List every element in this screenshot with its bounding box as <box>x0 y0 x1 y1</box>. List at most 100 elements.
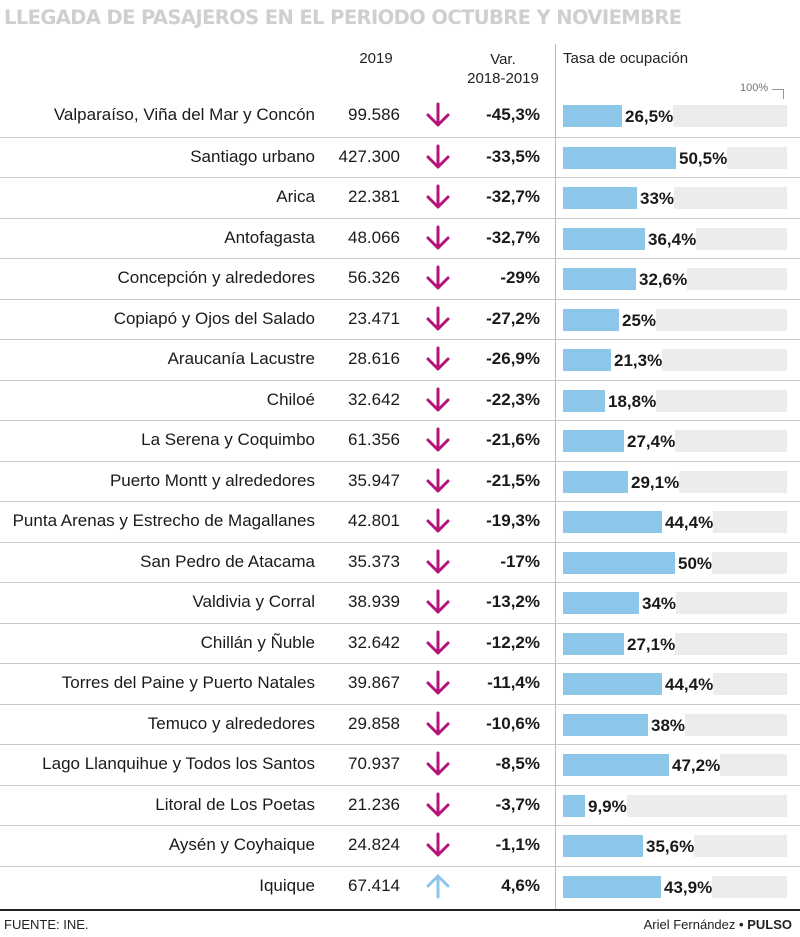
arrivals-value: 61.356 <box>348 430 400 449</box>
occupancy-bar <box>563 632 624 655</box>
arrow-down-icon <box>426 265 450 290</box>
occupancy-bar <box>563 430 624 452</box>
arrow-down-icon <box>426 832 450 857</box>
occupancy-bar <box>563 105 622 127</box>
occupancy-bar-track: 43,9% <box>563 875 787 898</box>
table-row: Copiapó y Ojos del Salado 23.471 -27,2% 25% <box>0 298 800 340</box>
table-row: Antofagasta 48.066 -32,7% 36,4% <box>0 217 800 259</box>
table-row: Chiloé 32.642 -22,3% 18,8% <box>0 379 800 421</box>
column-header-2019: 2019 <box>359 50 393 67</box>
occupancy-bar <box>563 592 639 614</box>
occupancy-label: 25% <box>619 308 657 331</box>
occupancy-label: 43,9% <box>661 875 713 898</box>
region-label: Litoral de Los Poetas <box>155 794 315 814</box>
occupancy-bar <box>563 227 645 250</box>
variation-value: -10,6% <box>486 713 540 733</box>
occupancy-bar-track: 34% <box>563 592 787 614</box>
region-label: Puerto Montt y alrededores <box>109 470 315 490</box>
arrow-up-icon <box>426 874 450 898</box>
occupancy-label: 34% <box>639 592 677 614</box>
occupancy-label: 21,3% <box>611 349 663 371</box>
arrivals-value: 99.586 <box>348 105 400 124</box>
column-header-var-label: Var. <box>490 51 516 68</box>
arrow-down-icon <box>426 549 450 573</box>
column-header-occupancy: Tasa de ocupación <box>563 50 689 67</box>
occupancy-bar <box>563 794 585 817</box>
occupancy-bar-track: 18,8% <box>563 389 787 412</box>
occupancy-bar-track: 29,1% <box>563 470 787 493</box>
occupancy-bar-track: 38% <box>563 713 787 736</box>
occupancy-bar <box>563 146 676 169</box>
variation-value: -21,5% <box>486 470 540 490</box>
occupancy-bar-track: 26,5% <box>563 105 787 127</box>
occupancy-bar <box>563 713 648 736</box>
variation-value: -21,6% <box>486 430 540 449</box>
region-label: Copiapó y Ojos del Salado <box>113 308 315 328</box>
occupancy-bar-track: 9,9% <box>563 794 787 817</box>
table-row: Santiago urbano 427.300 -33,5% 50,5% <box>0 136 800 178</box>
occupancy-bar-track: 44,4% <box>563 511 787 533</box>
occupancy-label: 47,2% <box>669 754 721 776</box>
region-label: San Pedro de Atacama <box>140 551 315 571</box>
arrow-down-icon <box>426 144 450 168</box>
region-label: Santiago urbano <box>190 146 315 166</box>
table-row: Torres del Paine y Puerto Natales 39.867 -… <box>0 663 800 704</box>
arrow-down-icon <box>426 225 450 249</box>
footer-rule <box>0 909 800 911</box>
variation-value: -32,7% <box>486 227 540 247</box>
occupancy-label: 27,1% <box>624 632 676 655</box>
arrow-down-icon <box>426 387 450 411</box>
arrow-down-icon <box>426 751 450 776</box>
occupancy-label: 32,6% <box>636 268 688 290</box>
region-label: Chillán y Ñuble <box>200 632 315 652</box>
region-label: Valparaíso, Viña del Mar y Concón <box>53 105 315 124</box>
region-label: Punta Arenas y Estrecho de Magallanes <box>12 511 315 530</box>
occupancy-label: 44,4% <box>662 511 714 533</box>
occupancy-label: 36,4% <box>645 227 697 250</box>
arrow-down-icon <box>426 792 450 816</box>
arrivals-value: 32.642 <box>348 632 400 652</box>
table-row: Concepción y alrededores 56.326 -29% 32,6% <box>0 258 800 299</box>
table-row: Araucanía Lacustre 28.616 -26,9% 21,3% <box>0 339 800 380</box>
table-row: Valdivia y Corral 38.939 -13,2% 34% <box>0 582 800 623</box>
outlet-name: PULSO <box>747 917 792 932</box>
arrivals-value: 23.471 <box>348 308 400 328</box>
arrivals-value: 24.824 <box>348 835 400 854</box>
occupancy-label: 26,5% <box>622 105 674 127</box>
arrivals-value: 35.947 <box>348 470 400 490</box>
arrivals-value: 32.642 <box>348 389 400 409</box>
region-label: Valdivia y Corral <box>192 592 315 611</box>
occupancy-bar <box>563 673 662 695</box>
arrow-down-icon <box>426 102 450 127</box>
arrow-down-icon <box>426 184 450 209</box>
variation-value: -27,2% <box>486 308 540 328</box>
occupancy-bar-track: 32,6% <box>563 268 787 290</box>
region-label: Chiloé <box>266 389 315 409</box>
table-row: Punta Arenas y Estrecho de Magallanes 42.… <box>0 501 800 542</box>
table-row: Aysén y Coyhaique 24.824 -1,1% 35,6% <box>0 825 800 866</box>
variation-value: -1,1% <box>495 835 540 854</box>
variation-value: -32,7% <box>486 187 540 206</box>
occupancy-bar-track: 33% <box>563 187 787 209</box>
occupancy-label: 50% <box>675 551 713 574</box>
table-row: Litoral de Los Poetas 21.236 -3,7% 9,9% <box>0 784 800 826</box>
arrivals-value: 48.066 <box>348 227 400 247</box>
occupancy-bar <box>563 754 669 776</box>
variation-value: -19,3% <box>486 511 540 530</box>
occupancy-bar-track: 50,5% <box>563 146 787 169</box>
region-label: Lago Llanquihue y Todos los Santos <box>42 754 315 773</box>
column-header-variation: Var. 2018-2019 <box>438 50 568 88</box>
occupancy-label: 44,4% <box>662 673 714 695</box>
occupancy-bar <box>563 551 675 574</box>
region-label: La Serena y Coquimbo <box>141 430 315 449</box>
occupancy-bar <box>563 835 643 857</box>
max-scale-tick <box>772 89 784 99</box>
variation-value: -11,4% <box>487 673 540 692</box>
occupancy-label: 9,9% <box>585 794 627 817</box>
occupancy-bar <box>563 875 661 898</box>
arrivals-value: 67.414 <box>348 875 400 895</box>
variation-value: -13,2% <box>486 592 540 611</box>
arrivals-value: 22.381 <box>348 187 400 206</box>
variation-value: -22,3% <box>486 389 540 409</box>
occupancy-bar <box>563 268 636 290</box>
